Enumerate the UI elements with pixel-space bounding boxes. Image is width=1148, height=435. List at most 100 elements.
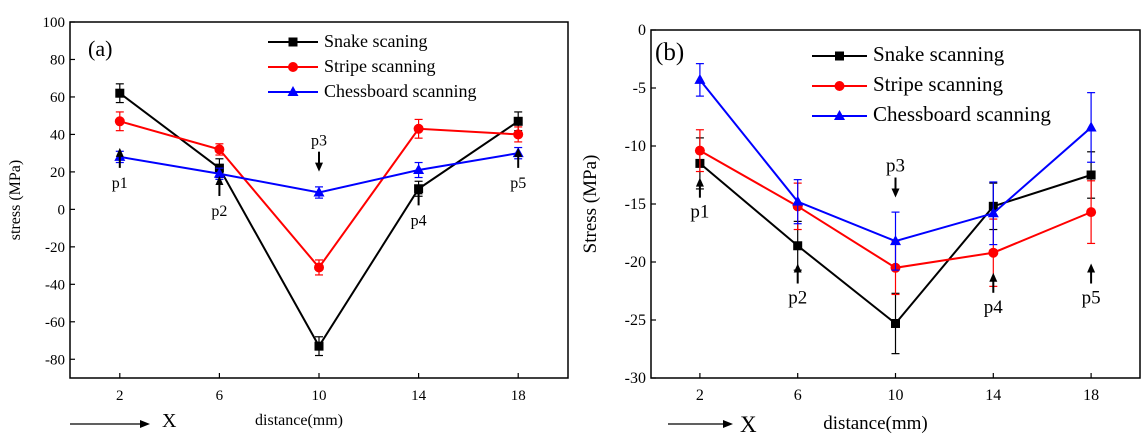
annotation-label: p1 (112, 175, 128, 192)
data-point-square (288, 37, 298, 47)
annotation-label: p1 (690, 202, 709, 223)
annotation-label: p2 (211, 203, 227, 220)
y-tick-label: 0 (638, 22, 646, 39)
y-tick-label: -5 (633, 80, 646, 97)
annotation-arrow-head (793, 263, 802, 273)
y-tick-label: 0 (58, 202, 66, 218)
y-tick-label: -20 (625, 254, 646, 271)
annotation-arrow-head (414, 185, 423, 195)
legend-entry-chess: Chessboard scanning (268, 81, 476, 101)
legend-label: Snake scaning (324, 31, 427, 51)
panel-label: (a) (88, 36, 112, 61)
annotation-p3: p3 (886, 156, 905, 198)
data-point-triangle (213, 167, 225, 178)
data-point-circle (413, 123, 424, 134)
data-point-square (1086, 170, 1096, 180)
x-tick-label: 10 (312, 388, 327, 404)
y-tick-label: -60 (45, 315, 65, 331)
x-tick-label: 6 (794, 387, 802, 404)
legend-label: Chessboard scanning (873, 102, 1051, 126)
y-tick-label: 60 (50, 90, 65, 106)
x-direction-arrow-head (140, 420, 150, 428)
annotation-label: p3 (886, 156, 905, 177)
y-tick-label: 20 (50, 165, 65, 181)
legend-entry-snake: Snake scanning (812, 42, 1005, 66)
data-point-circle (1086, 207, 1097, 218)
annotation-p2: p2 (788, 263, 807, 309)
annotation-p2: p2 (211, 176, 227, 220)
annotation-label: p3 (311, 133, 327, 150)
annotation-arrow-head (514, 147, 523, 157)
y-tick-label: 80 (50, 52, 65, 68)
annotation-arrow-head (989, 272, 998, 282)
x-tick-label: 18 (1083, 387, 1099, 404)
y-tick-label: -40 (45, 277, 65, 293)
y-tick-label: 40 (50, 127, 65, 143)
plot-frame (69, 21, 569, 379)
legend-entry-stripe: Stripe scanning (268, 56, 435, 76)
annotation-arrow-head (215, 176, 224, 185)
annotation-p1: p1 (112, 147, 128, 192)
y-axis-label: Stress (MPa) (580, 155, 601, 254)
data-point-circle (288, 62, 298, 72)
x-direction-arrow-head (723, 420, 733, 428)
x-tick-label: 14 (411, 388, 427, 404)
annotation-p5: p5 (510, 147, 526, 192)
data-point-square (891, 318, 900, 328)
data-point-circle (988, 247, 999, 258)
legend-label: Stripe scanning (873, 72, 1004, 96)
y-tick-label: -25 (625, 312, 646, 329)
annotation-label: p5 (510, 175, 526, 192)
data-point-square (513, 116, 523, 126)
y-tick-label: -30 (625, 370, 646, 387)
data-point-circle (314, 262, 324, 273)
annotation-p1: p1 (690, 177, 709, 223)
x-tick-label: 2 (116, 388, 124, 404)
x-axis-label: distance(mm) (823, 413, 927, 434)
data-point-square (835, 51, 844, 61)
legend-label: Chessboard scanning (324, 81, 476, 101)
data-point-square (115, 88, 125, 98)
x-direction-label: X (162, 410, 177, 432)
legend-label: Snake scanning (873, 42, 1005, 66)
x-tick-label: 2 (696, 387, 704, 404)
data-point-circle (694, 145, 705, 156)
x-tick-label: 18 (511, 388, 526, 404)
x-axis-label: distance(mm) (255, 412, 343, 429)
annotation-arrow-head (315, 162, 323, 172)
chart-panel-b: -30 -25 -20 -15 -10 -5 0 2 6 10 14 18 distance(mm) St… (580, 22, 1141, 435)
data-point-triangle (313, 186, 325, 197)
data-point-triangle (287, 86, 299, 96)
data-point-triangle (1085, 121, 1097, 132)
annotation-p4: p4 (411, 185, 427, 229)
data-point-circle (114, 116, 125, 127)
legend-entry-chess: Chessboard scanning (812, 102, 1051, 126)
legend-entry-stripe: Stripe scanning (812, 72, 1004, 96)
y-tick-label: -15 (625, 196, 646, 213)
y-tick-label: 100 (43, 15, 66, 31)
annotation-p4: p4 (984, 272, 1004, 318)
legend-entry-snake: Snake scaning (268, 31, 427, 51)
annotation-label: p4 (984, 297, 1004, 318)
data-point-triangle (413, 164, 425, 175)
data-point-triangle (834, 110, 845, 120)
data-point-square (793, 241, 803, 251)
annotation-arrow-head (1087, 263, 1096, 273)
series-chess (694, 63, 1097, 271)
data-point-triangle (694, 73, 706, 84)
data-point-circle (513, 129, 524, 140)
panel-label: (b) (655, 39, 684, 66)
series-stripe (114, 111, 524, 276)
annotation-label: p4 (411, 212, 427, 229)
data-point-circle (834, 81, 845, 91)
annotation-arrow-head (695, 177, 704, 187)
x-tick-label: 6 (216, 388, 224, 404)
x-tick-label: 10 (888, 387, 904, 404)
annotation-arrow-head (891, 188, 900, 198)
y-tick-label: -10 (625, 138, 646, 155)
legend-label: Stripe scanning (324, 56, 435, 76)
y-axis-label: stress (MPa) (7, 160, 24, 240)
annotation-arrow-head (115, 147, 124, 157)
data-point-triangle (987, 207, 999, 218)
data-point-triangle (792, 195, 804, 206)
